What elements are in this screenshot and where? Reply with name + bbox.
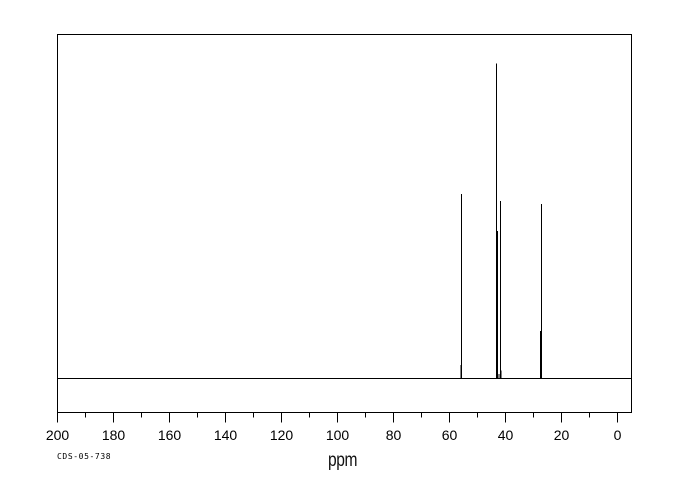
x-axis-tick-label: 200 xyxy=(46,427,70,443)
x-axis-tick-label: 0 xyxy=(614,427,622,443)
x-axis-tick-label: 160 xyxy=(158,427,182,443)
x-axis-tick-label: 40 xyxy=(498,427,514,443)
x-axis-tick-label: 60 xyxy=(442,427,458,443)
x-axis-tick-label: 180 xyxy=(102,427,126,443)
x-axis-tick-label: 140 xyxy=(214,427,238,443)
x-axis-tick-label: 100 xyxy=(326,427,350,443)
sample-id-label: CDS-05-738 xyxy=(57,452,112,461)
plot-frame xyxy=(57,34,632,413)
x-axis-tick-label: 20 xyxy=(554,427,570,443)
x-axis-tick-label: 120 xyxy=(270,427,294,443)
x-axis-tick-label: 80 xyxy=(386,427,402,443)
x-axis-unit-label: ppm xyxy=(328,450,358,471)
